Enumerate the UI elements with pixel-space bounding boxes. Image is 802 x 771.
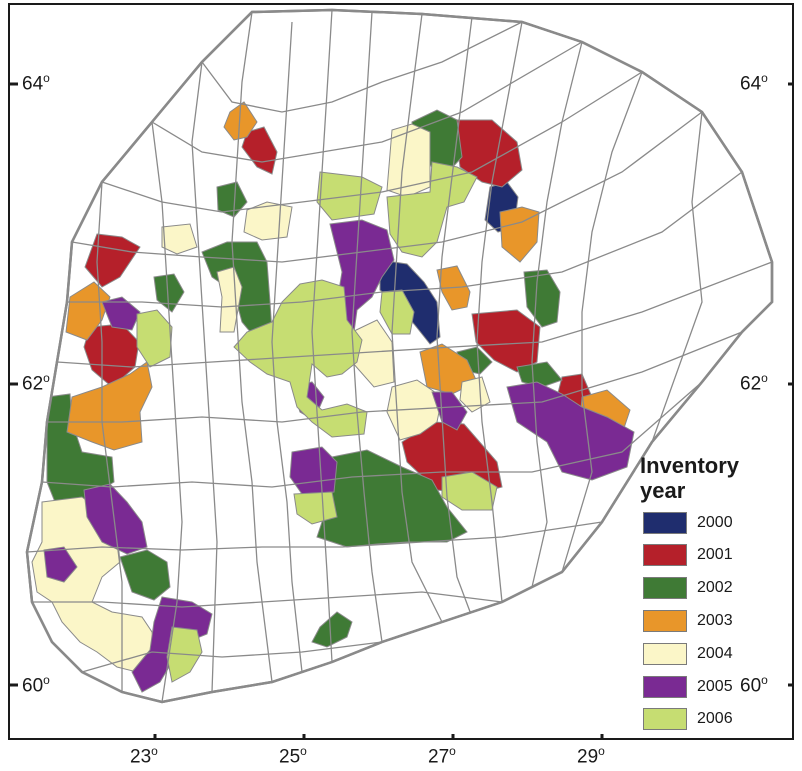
legend-title-line2: year bbox=[640, 478, 686, 503]
region-2003 bbox=[499, 206, 540, 263]
legend-swatch bbox=[643, 577, 687, 599]
lon-label-23: 23o bbox=[130, 744, 158, 768]
legend-swatch bbox=[643, 610, 687, 632]
lon-label-29: 29o bbox=[577, 744, 605, 768]
lat-label-left-60: 60o bbox=[22, 673, 50, 697]
legend-label: 2001 bbox=[697, 546, 733, 563]
region-2001 bbox=[84, 233, 141, 288]
legend-swatch bbox=[643, 708, 687, 730]
region-2001 bbox=[241, 126, 278, 175]
region-2006 bbox=[136, 309, 173, 368]
legend-swatch bbox=[643, 676, 687, 698]
lat-label-right-62: 62o bbox=[740, 371, 768, 395]
region-2002 bbox=[119, 549, 171, 601]
region-2003 bbox=[223, 101, 258, 141]
graticule-ticks bbox=[10, 82, 792, 738]
legend-label: 2002 bbox=[697, 579, 733, 596]
region-2005 bbox=[43, 546, 78, 583]
lon-label-27: 27o bbox=[428, 744, 456, 768]
map-frame bbox=[8, 3, 794, 740]
region-2001 bbox=[453, 119, 523, 188]
region-2005 bbox=[101, 296, 141, 331]
region-2004 bbox=[161, 223, 198, 255]
legend-label: 2000 bbox=[697, 514, 733, 531]
lon-label-25: 25o bbox=[279, 744, 307, 768]
legend-title-line1: Inventory bbox=[640, 453, 740, 478]
region-2006 bbox=[379, 289, 415, 335]
region-2006 bbox=[293, 491, 338, 525]
region-2002 bbox=[153, 273, 185, 313]
lat-label-right-64: 64o bbox=[740, 71, 768, 95]
map-canvas bbox=[10, 8, 792, 738]
region-2005 bbox=[83, 483, 148, 555]
lat-label-left-64: 64o bbox=[22, 71, 50, 95]
region-2002 bbox=[523, 269, 561, 328]
legend-label: 2003 bbox=[697, 612, 733, 629]
region-2003 bbox=[66, 361, 153, 451]
region-2002 bbox=[316, 449, 468, 548]
legend-title: Inventory year bbox=[640, 453, 739, 503]
inventory-regions bbox=[31, 101, 635, 693]
legend-label: 2006 bbox=[697, 710, 733, 727]
legend-label: 2004 bbox=[697, 645, 733, 662]
lat-label-right-60: 60o bbox=[740, 673, 768, 697]
region-2005 bbox=[289, 446, 338, 495]
legend-label: 2005 bbox=[697, 678, 733, 695]
legend-swatch bbox=[643, 544, 687, 566]
region-2005 bbox=[506, 381, 635, 481]
municipal-boundaries bbox=[27, 10, 772, 702]
region-2002 bbox=[311, 611, 353, 648]
region-2006 bbox=[386, 161, 478, 258]
region-2002 bbox=[516, 361, 563, 388]
region-2004 bbox=[386, 379, 443, 441]
legend-swatch bbox=[643, 512, 687, 534]
legend-swatch bbox=[643, 643, 687, 665]
lat-label-left-62: 62o bbox=[22, 371, 50, 395]
